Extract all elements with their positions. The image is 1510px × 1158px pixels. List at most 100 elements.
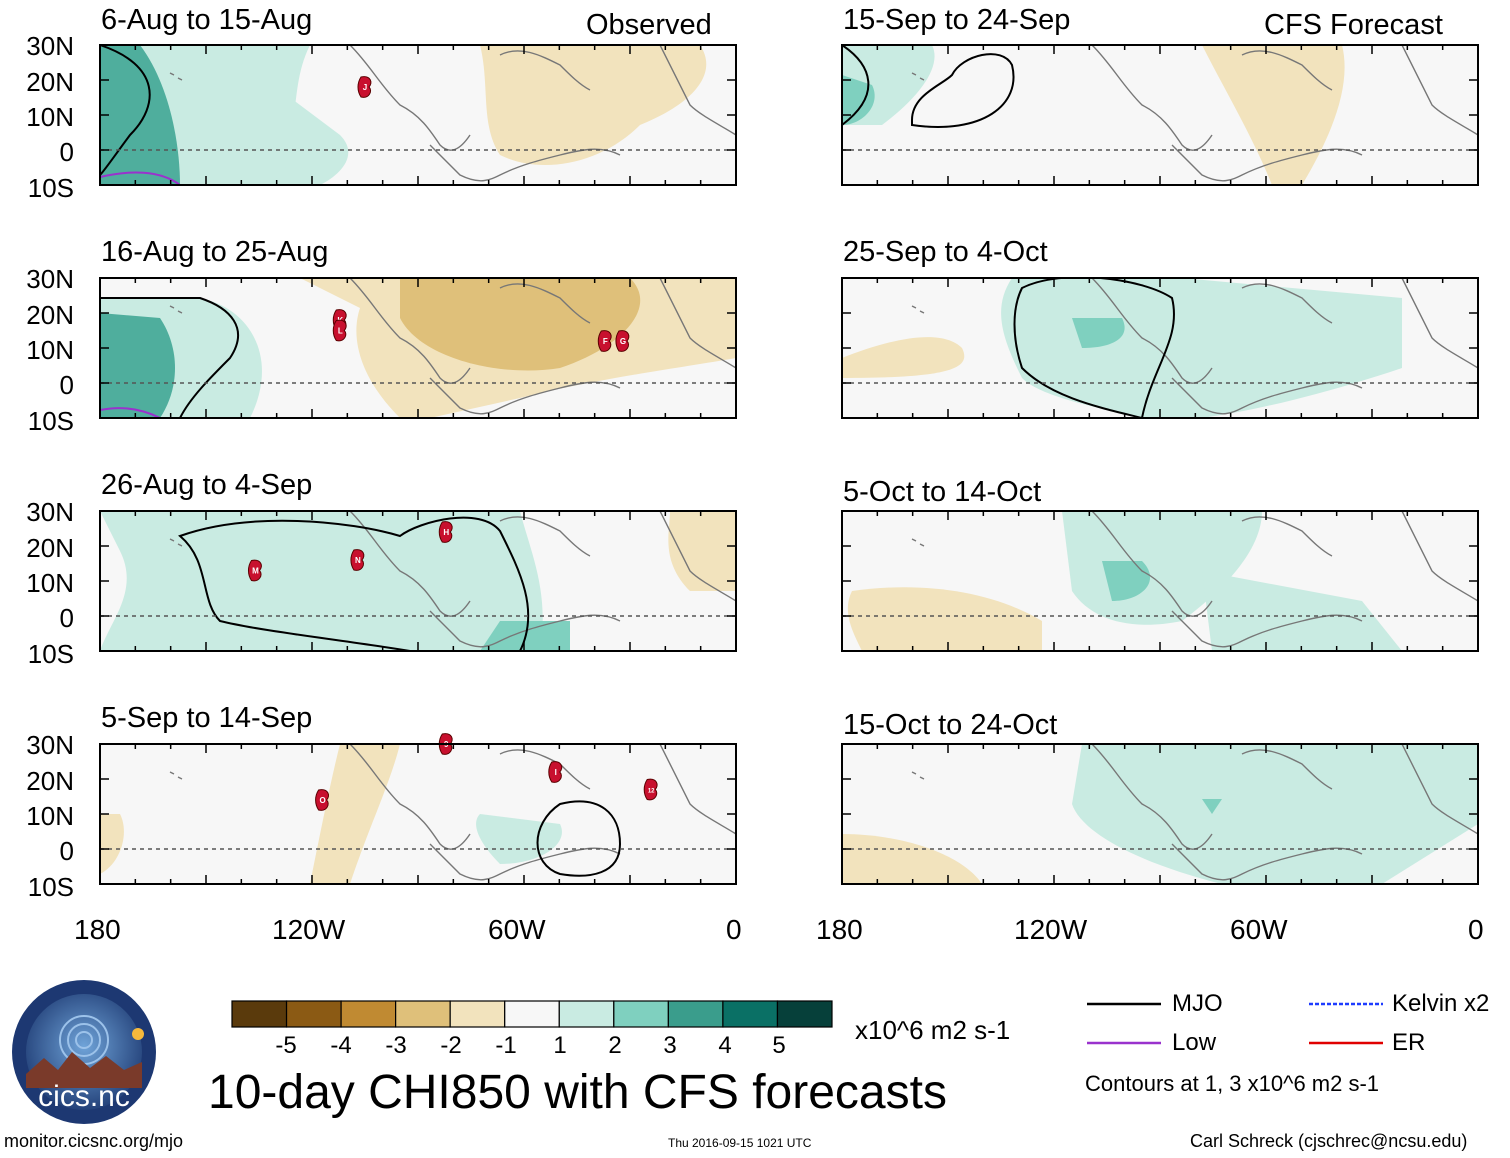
storm-label: G [620, 337, 626, 346]
storm-label: N [355, 556, 361, 565]
panel-title-4: 5-Sep to 14-Sep [101, 702, 313, 734]
storm-marker: G [615, 330, 630, 352]
storm-label: J [363, 83, 367, 92]
storm-marker: M [247, 559, 262, 582]
anomaly-region [480, 45, 707, 165]
panel-title-2: 16-Aug to 25-Aug [101, 236, 329, 268]
colorbar-label: -4 [330, 1032, 352, 1059]
lat-label: 0 [59, 370, 74, 400]
map-panel [841, 44, 1479, 186]
lat-label: 0 [59, 603, 74, 633]
lon-label: 120W [272, 914, 346, 945]
storm-label: I [555, 768, 557, 777]
coastline [169, 538, 183, 547]
lon-label: 60W [1230, 914, 1288, 945]
panel-title-3: 26-Aug to 4-Sep [101, 469, 313, 501]
lat-label: 0 [59, 836, 74, 866]
coastline [169, 305, 183, 314]
storm-label: L [338, 327, 343, 336]
storm-label: 12 [648, 789, 655, 795]
colorbar-swatch [340, 1000, 397, 1028]
colorbar-swatch [285, 1000, 342, 1028]
lat-label: 10N [26, 801, 74, 831]
panel-title-6: 25-Sep to 4-Oct [843, 236, 1048, 268]
footer-timestamp: Thu 2016-09-15 1021 UTC [668, 1136, 812, 1150]
low-contour [100, 407, 161, 418]
storm-label: M [252, 567, 259, 576]
anomaly-region [1202, 571, 1402, 651]
colorbar-label: 5 [772, 1032, 786, 1059]
anomaly-region [847, 587, 1042, 651]
coastline [911, 771, 925, 780]
mjo-contour [100, 45, 151, 176]
lat-label: 0 [59, 137, 74, 167]
colorbar [231, 1000, 833, 1028]
coastline [1401, 45, 1478, 136]
legend-mjo: MJO [1172, 990, 1223, 1017]
coastline [169, 771, 183, 780]
lon-label: 120W [1014, 914, 1088, 945]
coastline [1241, 50, 1333, 91]
anomaly-region [1072, 318, 1125, 348]
lat-label: 20N [26, 766, 74, 796]
colorbar-label: 4 [718, 1032, 732, 1059]
anomaly-region [668, 511, 736, 591]
colorbar-swatch [504, 1000, 560, 1028]
lat-label: 20N [26, 300, 74, 330]
storm-label: F [603, 337, 608, 346]
coastline [429, 144, 621, 182]
map-panel [841, 743, 1479, 885]
map-panel: J [99, 44, 737, 186]
lon-label: 0 [1468, 914, 1484, 945]
lat-label: 30N [26, 264, 74, 294]
panel-title-5: 15-Sep to 24-Sep [843, 4, 1071, 36]
coastline [1401, 744, 1478, 835]
anomaly-region [1202, 799, 1222, 814]
mjo-contour [536, 800, 622, 877]
lat-label: 10S [27, 406, 74, 436]
footer-credit: Carl Schreck (cjschrec@ncsu.edu) [1190, 1131, 1468, 1151]
coastline [499, 283, 591, 324]
colorbar-label: 3 [663, 1032, 677, 1059]
coastline [1171, 144, 1363, 182]
lat-label: 10S [27, 639, 74, 669]
mjo-contour [911, 53, 1015, 128]
panel-title-7: 5-Oct to 14-Oct [843, 476, 1042, 508]
coastline [1241, 749, 1333, 790]
storm-marker: L [332, 319, 347, 342]
map-panel: M N H [99, 510, 737, 652]
lon-label: 60W [488, 914, 546, 945]
coastline [911, 538, 925, 547]
coastline [659, 744, 736, 835]
forecast-header: CFS Forecast [1264, 9, 1443, 41]
footer-url[interactable]: monitor.cicsnc.org/mjo [4, 1131, 184, 1151]
anomaly-region [842, 834, 982, 884]
coastline [499, 50, 591, 91]
colorbar-swatch [667, 1000, 724, 1028]
legend-lines [1087, 1002, 1383, 1045]
coastline [1171, 610, 1363, 648]
storm-marker: H [438, 521, 453, 543]
colorbar-label: -2 [440, 1032, 462, 1059]
colorbar-label: 2 [608, 1032, 622, 1059]
lat-label: 10N [26, 568, 74, 598]
colorbar-swatch [722, 1000, 779, 1028]
colorbar-swatch [395, 1000, 451, 1028]
colorbar-swatch [231, 1000, 288, 1028]
colorbar-swatch [558, 1000, 615, 1028]
map-panel [841, 510, 1479, 652]
coastline [659, 45, 736, 136]
coastline [1241, 283, 1333, 324]
colorbar-swatch [613, 1000, 669, 1028]
anomaly-region [1102, 561, 1151, 601]
storm-marker: 12 [643, 778, 658, 801]
coastline [429, 377, 621, 415]
storm-label: O [319, 796, 325, 805]
map-background [100, 744, 736, 884]
anomaly-region [842, 337, 965, 378]
coastline [659, 278, 736, 369]
cics-logo: cics.nc [12, 980, 156, 1124]
storm-marker: N [350, 549, 365, 571]
